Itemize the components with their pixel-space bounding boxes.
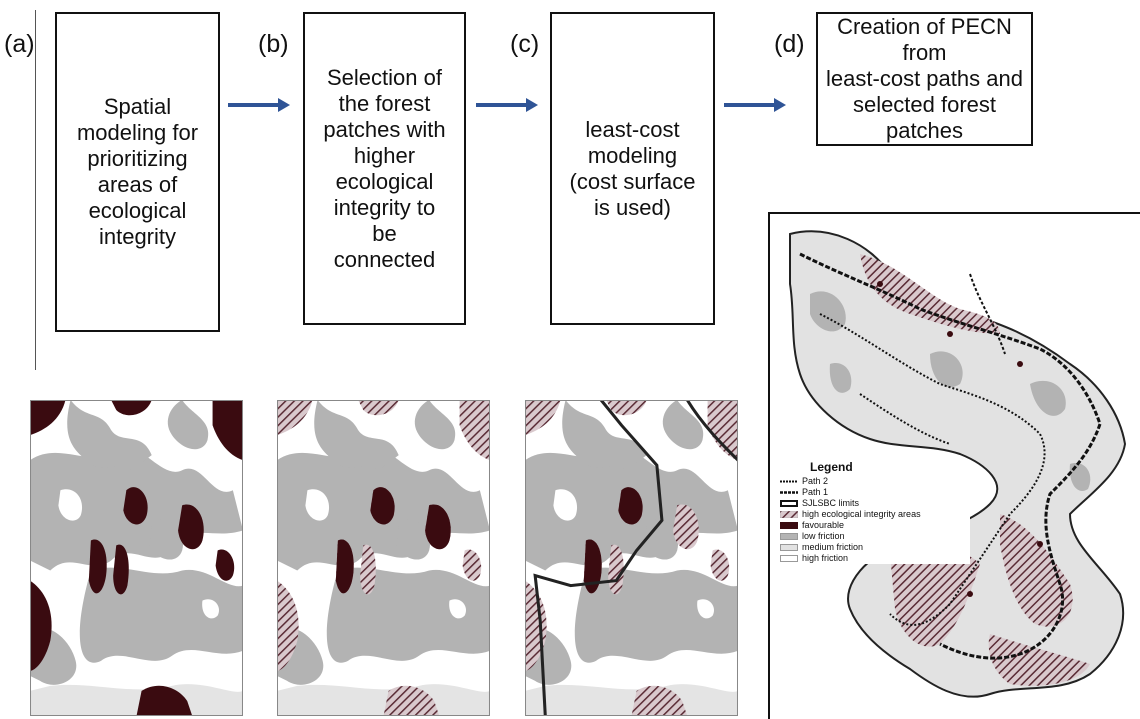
hatch-swatch-icon bbox=[780, 511, 798, 518]
pecn-map bbox=[789, 230, 1127, 698]
legend-label: Path 1 bbox=[802, 487, 829, 497]
step-b-box: Selection of the forest patches with hig… bbox=[303, 12, 466, 325]
favourable-swatch-icon bbox=[780, 522, 798, 529]
step-d-box: Creation of PECN from least-cost paths a… bbox=[816, 12, 1033, 146]
legend-item-favourable: favourable bbox=[780, 520, 970, 531]
legend-label: medium friction bbox=[802, 542, 864, 552]
step-c-text: least-cost modeling (cost surface is use… bbox=[569, 116, 696, 220]
step-a-label: (a) bbox=[4, 30, 35, 58]
pecn-map-frame bbox=[768, 212, 1140, 719]
step-b-label: (b) bbox=[258, 30, 289, 58]
legend-label: Path 2 bbox=[802, 476, 829, 486]
medium-friction-swatch-icon bbox=[780, 544, 798, 551]
pecn-path-1 bbox=[799, 252, 1102, 660]
arrow-b-to-c bbox=[476, 98, 538, 112]
step-c-box: least-cost modeling (cost surface is use… bbox=[550, 12, 715, 325]
legend-title: Legend bbox=[810, 460, 853, 474]
legend-label: low friction bbox=[802, 531, 845, 541]
legend-item-path-1: Path 1 bbox=[780, 487, 970, 498]
arrow-a-to-b bbox=[228, 98, 290, 112]
step-a-text: Spatial modeling for prioritizing areas … bbox=[76, 94, 199, 249]
map-legend: Legend Path 2 Path 1 SJLSBC limits high … bbox=[780, 460, 970, 564]
step-d-text: Creation of PECN from least-cost paths a… bbox=[826, 14, 1023, 143]
high-friction-swatch-icon bbox=[780, 555, 798, 562]
dotted-line-icon bbox=[780, 480, 798, 483]
step-c-label: (c) bbox=[510, 30, 540, 58]
step-a-box: Spatial modeling for prioritizing areas … bbox=[55, 12, 220, 332]
legend-label: high friction bbox=[802, 553, 849, 563]
map-panel-c bbox=[525, 400, 738, 716]
legend-item-low-friction: low friction bbox=[780, 531, 970, 542]
legend-item-path-2: Path 2 bbox=[780, 476, 970, 487]
arrow-c-to-d bbox=[724, 98, 786, 112]
legend-item-high-friction: high friction bbox=[780, 553, 970, 564]
legend-label: favourable bbox=[802, 520, 845, 530]
left-divider-line bbox=[35, 10, 36, 370]
outline-swatch-icon bbox=[780, 500, 798, 507]
dashed-line-icon bbox=[780, 491, 798, 494]
least-cost-path bbox=[533, 400, 664, 716]
step-d-label: (d) bbox=[774, 30, 805, 58]
low-friction-swatch-icon bbox=[780, 533, 798, 540]
legend-item-medium-friction: medium friction bbox=[780, 542, 970, 553]
pecn-path-2 bbox=[819, 313, 1046, 626]
legend-item-limits: SJLSBC limits bbox=[780, 498, 970, 509]
legend-item-high-integrity: high ecological integrity areas bbox=[780, 509, 970, 520]
map-panel-a bbox=[30, 400, 243, 716]
step-b-text: Selection of the forest patches with hig… bbox=[323, 64, 446, 272]
legend-label: SJLSBC limits bbox=[802, 498, 860, 508]
map-panel-b bbox=[277, 400, 490, 716]
legend-label: high ecological integrity areas bbox=[802, 509, 921, 519]
